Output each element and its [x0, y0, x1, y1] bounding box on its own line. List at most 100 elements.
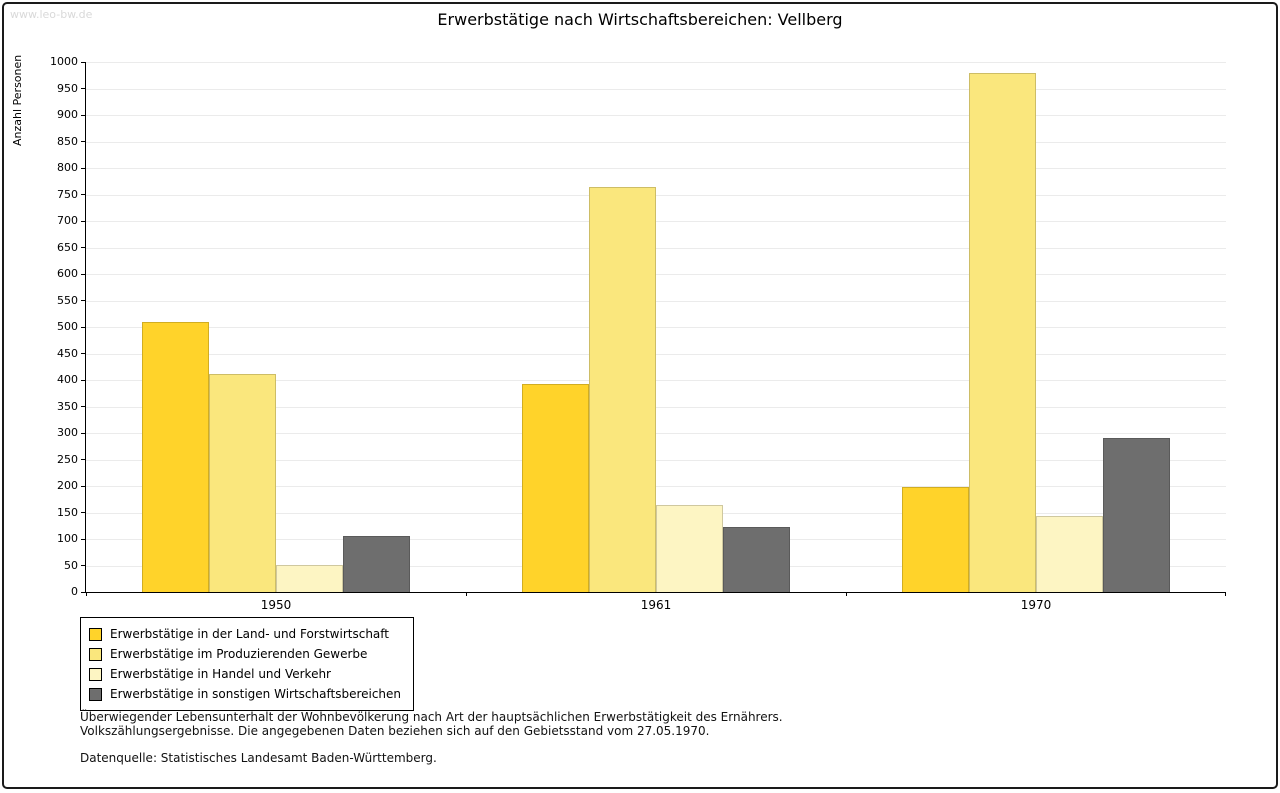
bar-1950-series-4: [343, 535, 410, 592]
bar-1970-series-2: [969, 72, 1036, 592]
footnotes: Überwiegender Lebensunterhalt der Wohnbe…: [80, 710, 783, 765]
legend-swatch: [89, 647, 102, 661]
y-axis-tick: [81, 273, 86, 275]
y-axis-tick-label: 750: [57, 187, 78, 201]
bar-1961-series-2: [589, 186, 656, 592]
x-axis-tick: [466, 592, 467, 596]
y-axis-tick-label: 200: [57, 479, 78, 492]
y-axis-tick: [81, 591, 86, 593]
gridline: [86, 247, 1226, 249]
y-axis-tick-label: 0: [71, 585, 78, 598]
plot-area: 0 50 100 150 200 250 300 350 400 450 500 550 600 650 7…: [50, 55, 1226, 612]
y-axis-tick-label: 600: [57, 267, 78, 280]
y-axis-tick: [81, 353, 86, 354]
y-axis-tick: [81, 300, 86, 301]
gridline: [86, 274, 1226, 275]
y-axis-tick-label: 100: [57, 532, 78, 545]
y-axis-tick-label: 450: [57, 346, 78, 360]
x-axis-label: 1970: [1020, 598, 1052, 612]
gridline: [86, 221, 1226, 222]
y-axis-tick-label: 900: [57, 108, 78, 121]
y-axis-tick-label: 550: [57, 293, 78, 307]
bar-1961-series-1: [522, 384, 589, 592]
legend-label: Erwerbstätige in Handel und Verkehr: [110, 667, 331, 681]
y-axis-tick: [81, 512, 86, 513]
x-axis-label: 1950: [260, 598, 292, 612]
legend-item: Erwerbstätige in Handel und Verkehr: [89, 664, 401, 684]
gridline: [86, 168, 1226, 169]
y-axis-tick: [81, 114, 86, 116]
bar-1961-series-3: [656, 504, 723, 592]
gridline: [86, 88, 1226, 90]
gridline: [86, 459, 1226, 461]
y-axis-tick-label: 650: [57, 240, 78, 254]
footnote-line-2: Volkszählungsergebnisse. Die angegebenen…: [80, 724, 710, 738]
y-axis-tick: [81, 565, 86, 566]
y-axis-tick: [81, 485, 86, 487]
chart-title: Erwerbstätige nach Wirtschaftsbereichen:…: [437, 10, 843, 29]
x-axis-tick: [1225, 592, 1226, 596]
data-source: Datenquelle: Statistisches Landesamt Bad…: [80, 751, 437, 765]
legend-swatch: [89, 627, 102, 641]
x-axis-tick: [86, 592, 87, 596]
bar-1970-series-3: [1036, 516, 1103, 592]
y-axis-tick-label: 950: [57, 81, 78, 95]
gridline: [86, 433, 1226, 434]
gridline: [86, 327, 1226, 328]
legend-label: Erwerbstätige in sonstigen Wirtschaftsbe…: [110, 687, 402, 701]
bar-1950-series-3: [276, 564, 343, 592]
y-axis-title: Anzahl Personen: [11, 54, 24, 146]
y-axis-tick: [81, 194, 86, 195]
gridline: [86, 194, 1226, 196]
y-axis-tick: [81, 88, 86, 89]
legend-swatch: [89, 667, 102, 681]
gridline: [86, 380, 1226, 381]
y-axis-tick: [81, 326, 86, 328]
gridline: [86, 141, 1226, 143]
y-axis-tick-label: 700: [57, 214, 78, 227]
x-axis-label: 1961: [640, 598, 672, 612]
bar-1970-series-4: [1103, 438, 1170, 592]
y-axis-tick-label: 800: [57, 161, 78, 174]
y-axis-tick-label: 850: [57, 134, 78, 148]
y-axis-tick-label: 150: [57, 505, 78, 519]
gridline: [86, 486, 1226, 487]
y-axis-tick: [81, 61, 86, 63]
gridline: [86, 406, 1226, 408]
legend: Erwerbstätige in der Land- und Forstwirt…: [80, 617, 415, 711]
gridline: [86, 115, 1226, 116]
bar-1950-series-2: [209, 374, 276, 592]
y-axis-tick-label: 400: [57, 373, 78, 386]
legend-item: Erwerbstätige im Produzierenden Gewerbe: [89, 644, 401, 664]
legend-item: Erwerbstätige in der Land- und Forstwirt…: [89, 624, 401, 644]
bar-1961-series-4: [723, 526, 790, 592]
y-axis-tick: [81, 379, 86, 381]
y-axis-tick: [81, 220, 86, 222]
gridline: [86, 300, 1226, 302]
footnote-line-1: Überwiegender Lebensunterhalt der Wohnbe…: [80, 710, 783, 724]
y-axis-tick: [81, 141, 86, 142]
bar-1970-series-1: [902, 487, 969, 592]
gridline: [86, 353, 1226, 355]
watermark: www.leo-bw.de: [10, 8, 93, 21]
y-axis-tick: [81, 167, 86, 169]
y-axis-tick: [81, 247, 86, 248]
legend-item: Erwerbstätige in sonstigen Wirtschaftsbe…: [89, 684, 401, 704]
y-axis-tick: [81, 459, 86, 460]
y-axis-tick: [81, 406, 86, 407]
y-axis-tick-label: 300: [57, 426, 78, 439]
y-axis-tick-label: 1000: [50, 55, 78, 68]
y-axis-tick-label: 350: [57, 399, 78, 413]
gridline: [86, 62, 1226, 63]
legend-swatch: [89, 687, 102, 701]
y-axis-tick-label: 50: [64, 558, 78, 572]
y-axis-tick-label: 500: [57, 320, 78, 333]
bar-1950-series-1: [142, 321, 209, 592]
legend-label: Erwerbstätige in der Land- und Forstwirt…: [110, 627, 389, 641]
x-axis-tick: [846, 592, 847, 596]
y-axis-tick-label: 250: [57, 452, 78, 466]
y-axis-tick: [81, 538, 86, 540]
y-axis-tick: [81, 432, 86, 434]
legend-label: Erwerbstätige im Produzierenden Gewerbe: [110, 647, 368, 661]
